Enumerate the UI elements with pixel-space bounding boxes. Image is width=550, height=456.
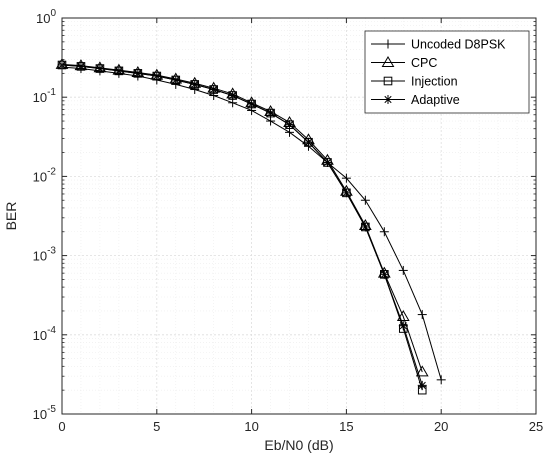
x-tick-label: 10 [244,419,258,434]
legend-item: Injection [371,75,458,89]
data-point [209,85,219,95]
data-point [266,108,276,118]
y-tick-label: 100 [36,8,56,26]
data-point [396,310,410,322]
data-point [285,120,295,130]
y-tick-label: 10-3 [33,246,57,264]
data-point [152,71,162,81]
data-point [303,137,313,147]
data-point [228,91,238,101]
legend-label: Uncoded D8PSK [411,38,506,52]
data-point [436,375,446,385]
data-point-legend-marker [383,76,393,86]
data-point [247,99,257,109]
data-point [417,310,427,320]
legend: Uncoded D8PSK CPC Injection Adaptive [364,30,530,114]
y-tick-labels: 100 10-1 10-2 10-3 10-4 10-5 [33,8,57,422]
x-tick-label: 0 [58,419,65,434]
data-point [133,68,143,78]
legend-label: Injection [411,75,458,89]
legend-item: Adaptive [371,93,460,107]
data-point-legend-marker [383,39,393,49]
legend-label: CPC [411,56,437,70]
data-point-legend-marker [383,95,393,104]
legend-item: Uncoded D8PSK [371,38,506,52]
data-point [76,61,86,71]
data-point [415,365,429,377]
data-point [322,157,332,167]
series-asterisk [57,60,427,390]
y-tick-label: 10-2 [33,166,57,184]
data-point [95,64,105,74]
x-tick-label: 20 [434,419,448,434]
series-layer [55,57,446,395]
legend-item: CPC [371,56,437,70]
x-tick-label: 5 [153,419,160,434]
data-point [171,75,181,85]
x-axis-label: Eb/N0 (dB) [264,437,333,453]
x-tick-label: 15 [339,419,353,434]
y-tick-label: 10-1 [33,87,57,105]
data-point [114,66,124,76]
y-axis-label: BER [3,202,19,231]
data-point [360,195,370,205]
data-point [398,265,408,275]
data-point [266,116,276,126]
data-point [285,127,295,137]
data-point [417,380,427,390]
data-point [398,321,408,331]
data-point-legend-marker [381,56,395,67]
data-point [341,173,351,183]
x-tick-labels: 0 5 10 15 20 25 [58,419,543,434]
x-tick-label: 25 [529,419,543,434]
legend-label: Adaptive [411,93,460,107]
data-point [360,222,370,232]
data-point [341,188,351,198]
axis-ticks [61,17,537,415]
data-point [379,269,389,279]
data-point [190,79,200,89]
axes-frame [61,17,537,415]
y-tick-label: 10-4 [33,325,57,343]
data-point [379,227,389,237]
y-tick-label: 10-5 [33,404,57,422]
